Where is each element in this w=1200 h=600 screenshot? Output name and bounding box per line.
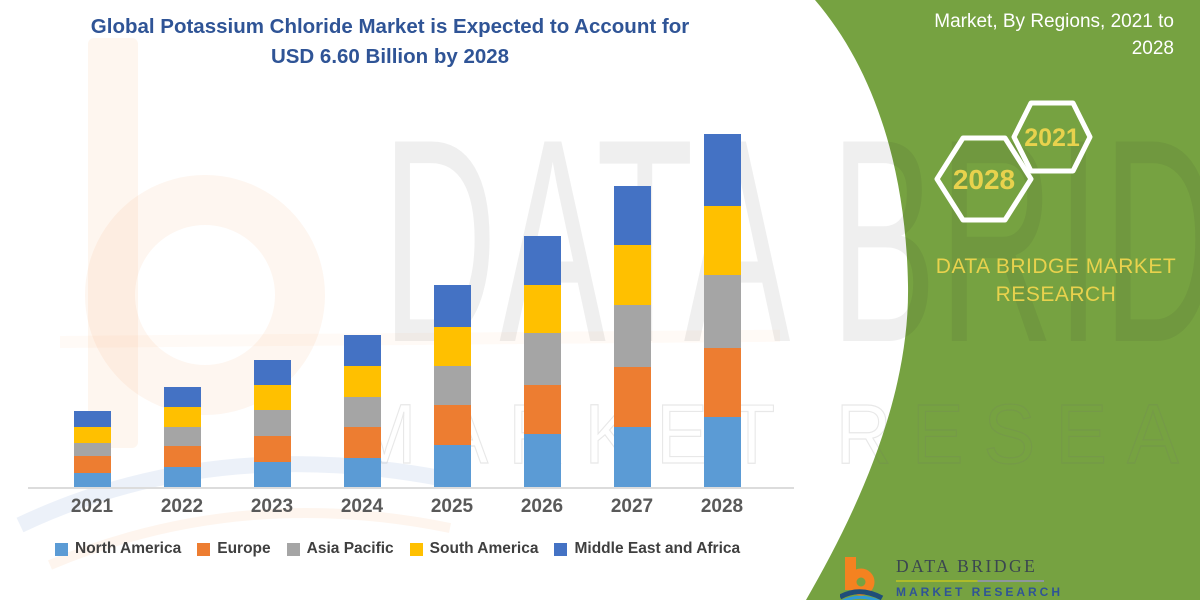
panel-heading-line1: Market, By Regions, 2021 to (934, 11, 1174, 32)
chart-legend: North America Europe Asia Pacific South Ame… (55, 540, 740, 558)
bar-segment-middle-east-and-africa (703, 134, 741, 207)
bar-segment-europe (73, 455, 111, 474)
stacked-bar-2022 (163, 386, 201, 487)
stacked-bar-2027 (613, 186, 651, 487)
x-axis-label-2023: 2023 (250, 496, 294, 517)
bar-segment-middle-east-and-africa (73, 411, 111, 428)
stacked-bar-2026 (523, 235, 561, 487)
x-axis-label-2021: 2021 (70, 496, 114, 517)
bar-segment-south-america (613, 245, 651, 306)
legend-label: Asia Pacific (306, 540, 394, 557)
bar-segment-europe (523, 384, 561, 435)
legend-swatch-icon (409, 542, 423, 556)
bar-segment-north-america (613, 427, 651, 487)
bar-segment-north-america (163, 467, 201, 487)
bar-segment-asia-pacific (613, 305, 651, 368)
bar-segment-south-america (433, 326, 471, 366)
legend-item-europe: Europe (197, 540, 271, 558)
legend-label: Middle East and Africa (574, 540, 741, 557)
stacked-bar-2021 (73, 411, 111, 487)
chart-title: Global Potassium Chloride Market is Expe… (55, 12, 725, 71)
hexagon-2028-label: 2028 (953, 164, 1015, 195)
legend-label: Europe (217, 540, 271, 557)
bar-segment-asia-pacific (523, 332, 561, 385)
bar-segment-asia-pacific (343, 397, 381, 428)
bar-segment-europe (343, 427, 381, 459)
bar-segment-europe (253, 435, 291, 462)
hexagon-2021: 2021 (1011, 100, 1093, 174)
legend-swatch-icon (197, 542, 211, 556)
x-axis-label-2026: 2026 (520, 496, 564, 517)
bar-segment-middle-east-and-africa (253, 360, 291, 386)
bar-segment-south-america (253, 385, 291, 411)
footer-logo: DATA BRIDGE MARKET RESEARCH (840, 556, 1063, 600)
bar-segment-europe (613, 367, 651, 428)
x-axis-label-2028: 2028 (700, 496, 744, 517)
bar-segment-middle-east-and-africa (523, 235, 561, 285)
logo-b-watermark (16, 38, 452, 570)
year-hexagons: 2021 2028 (934, 100, 1093, 223)
panel-brand-text: DATA BRIDGE MARKET RESEARCH (935, 255, 1177, 307)
legend-label: North America (75, 540, 182, 557)
footer-logo-rule (896, 580, 1044, 582)
x-axis-label-2022: 2022 (160, 496, 204, 517)
bar-segment-middle-east-and-africa (343, 335, 381, 367)
x-axis-label-2024: 2024 (340, 496, 384, 517)
footer-logo-text: DATA BRIDGE MARKET RESEARCH (896, 556, 1063, 600)
bar-segment-asia-pacific (253, 410, 291, 436)
footer-logo-subtext: MARKET RESEARCH (896, 585, 1064, 599)
bar-segment-north-america (253, 461, 291, 487)
bar-segment-asia-pacific (73, 443, 111, 456)
legend-swatch-icon (554, 542, 568, 556)
bar-segment-south-america (703, 206, 741, 276)
bar-segment-europe (703, 348, 741, 418)
legend-item-north-america: North America (55, 540, 181, 558)
panel-heading: Market, By Regions, 2021 to 2028 (844, 9, 1174, 62)
footer-logo-name: DATA BRIDGE (896, 556, 1038, 576)
bar-segment-europe (163, 446, 201, 468)
hexagon-2028: 2028 (934, 135, 1034, 223)
x-axis-label-2025: 2025 (430, 496, 474, 517)
bar-segment-asia-pacific (163, 426, 201, 447)
x-axis-line (28, 487, 794, 489)
legend-label: South America (429, 540, 539, 557)
chart-title-line2: USD 6.60 Billion by 2028 (270, 44, 510, 68)
bar-segment-asia-pacific (703, 275, 741, 349)
legend-item-middle-east-and-africa: Middle East and Africa (554, 540, 740, 558)
bar-segment-north-america (343, 458, 381, 487)
x-axis-label-2027: 2027 (610, 496, 654, 517)
bar-segment-asia-pacific (433, 365, 471, 405)
bar-segment-middle-east-and-africa (163, 386, 201, 407)
panel-heading-line2: 2028 (1131, 37, 1174, 59)
legend-item-asia-pacific: Asia Pacific (286, 540, 394, 558)
legend-item-south-america: South America (409, 540, 539, 558)
stacked-bar-2028 (703, 134, 741, 487)
data-bridge-logo-icon (840, 557, 884, 600)
bar-segment-north-america (433, 444, 471, 487)
bar-segment-middle-east-and-africa (433, 285, 471, 327)
stacked-bar-2025 (433, 285, 471, 487)
stacked-bar-chart: 2021 2022 2023 2024 2025 2026 2027 2028 (28, 134, 794, 517)
bar-segment-middle-east-and-africa (613, 186, 651, 246)
bar-segment-north-america (703, 417, 741, 487)
legend-swatch-icon (286, 542, 300, 556)
legend-swatch-icon (55, 542, 68, 556)
bar-segment-south-america (73, 427, 111, 444)
bar-segment-north-america (73, 473, 111, 487)
bar-segment-south-america (343, 366, 381, 398)
bar-segment-south-america (163, 406, 201, 427)
bar-segment-south-america (523, 284, 561, 333)
bar-segment-north-america (523, 434, 561, 487)
chart-title-line1: Global Potassium Chloride Market is Expe… (90, 15, 690, 38)
stacked-bar-2023 (253, 360, 291, 487)
stacked-bar-2024 (343, 335, 381, 487)
bar-segment-europe (433, 404, 471, 445)
hexagon-2021-label: 2021 (1024, 124, 1080, 152)
